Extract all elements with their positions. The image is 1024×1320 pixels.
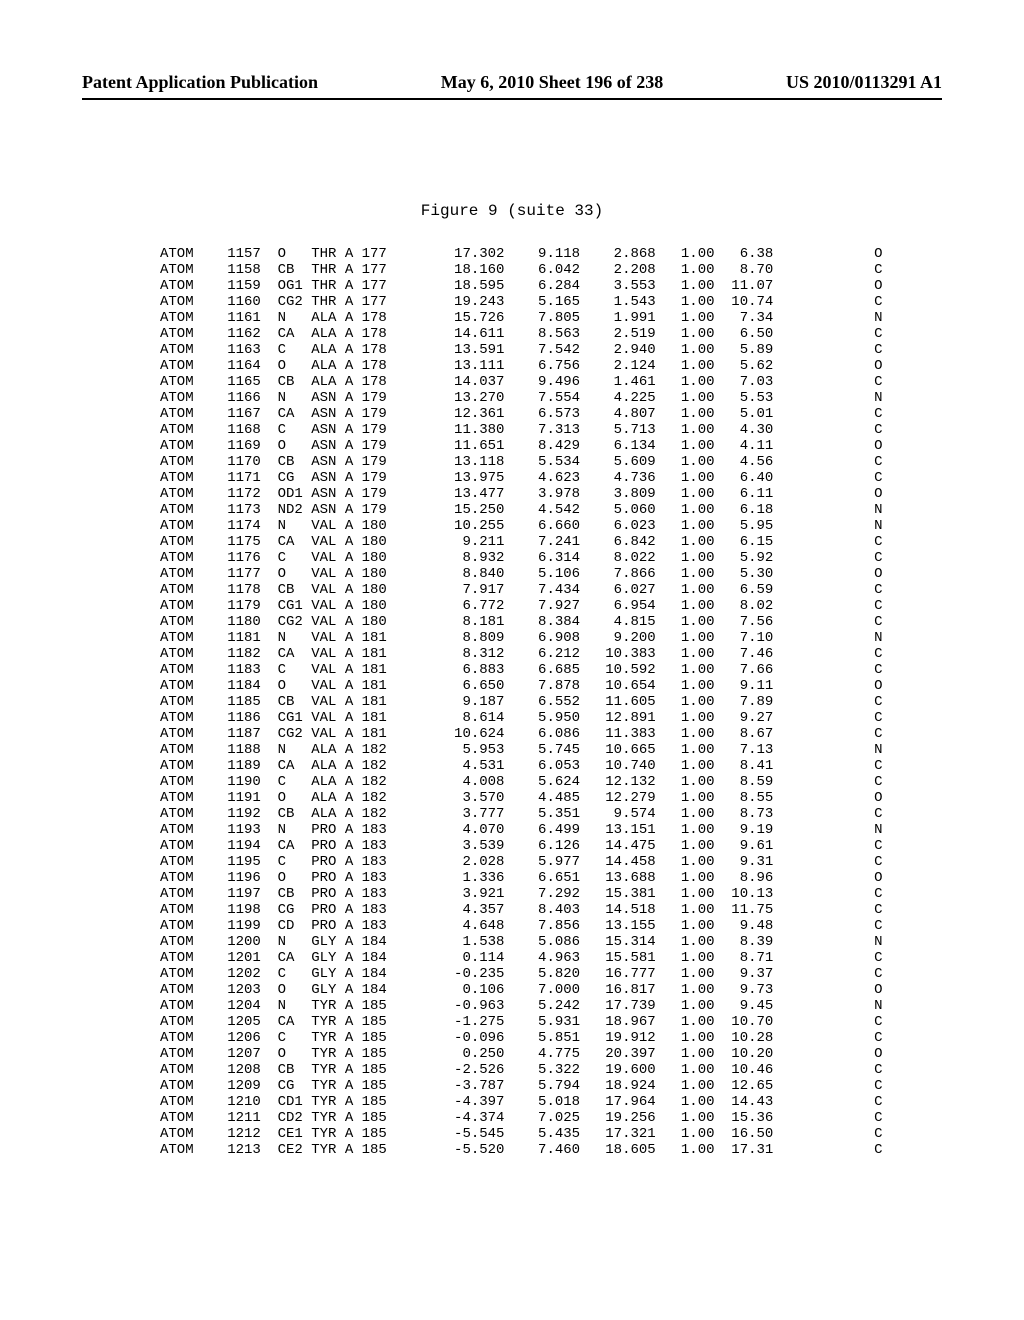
header-rule bbox=[82, 98, 942, 100]
figure-caption: Figure 9 (suite 33) bbox=[0, 202, 1024, 220]
page: Patent Application Publication May 6, 20… bbox=[0, 0, 1024, 1320]
header-left: Patent Application Publication bbox=[82, 72, 318, 93]
header-mid: May 6, 2010 Sheet 196 of 238 bbox=[441, 72, 663, 93]
header-right: US 2010/0113291 A1 bbox=[786, 72, 942, 93]
page-header: Patent Application Publication May 6, 20… bbox=[82, 72, 942, 93]
pdb-atom-table: ATOM 1157 O THR A 177 17.302 9.118 2.868… bbox=[160, 246, 883, 1158]
